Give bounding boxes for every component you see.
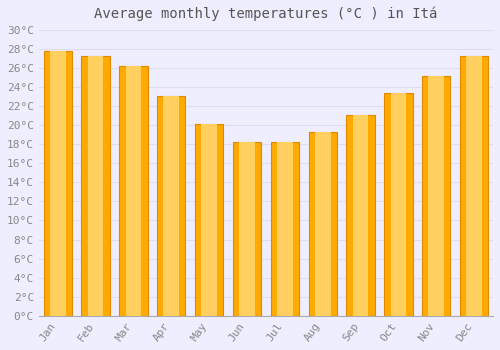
Bar	[233, 142, 261, 316]
Bar	[202, 124, 217, 316]
Bar	[422, 76, 450, 316]
Bar	[82, 56, 110, 316]
Bar	[466, 56, 482, 316]
Title: Average monthly temperatures (°C ) in Itá: Average monthly temperatures (°C ) in It…	[94, 7, 438, 21]
Bar	[50, 50, 66, 316]
Bar	[353, 116, 368, 316]
Bar	[390, 92, 406, 316]
Bar	[44, 50, 72, 316]
Bar	[277, 142, 292, 316]
Bar	[126, 66, 141, 316]
Bar	[460, 56, 488, 316]
Bar	[308, 132, 337, 316]
Bar	[157, 96, 186, 316]
Bar	[119, 66, 148, 316]
Bar	[239, 142, 255, 316]
Bar	[315, 132, 330, 316]
Bar	[88, 56, 104, 316]
Bar	[384, 92, 412, 316]
Bar	[428, 76, 444, 316]
Bar	[195, 124, 224, 316]
Bar	[346, 116, 375, 316]
Bar	[164, 96, 179, 316]
Bar	[270, 142, 299, 316]
